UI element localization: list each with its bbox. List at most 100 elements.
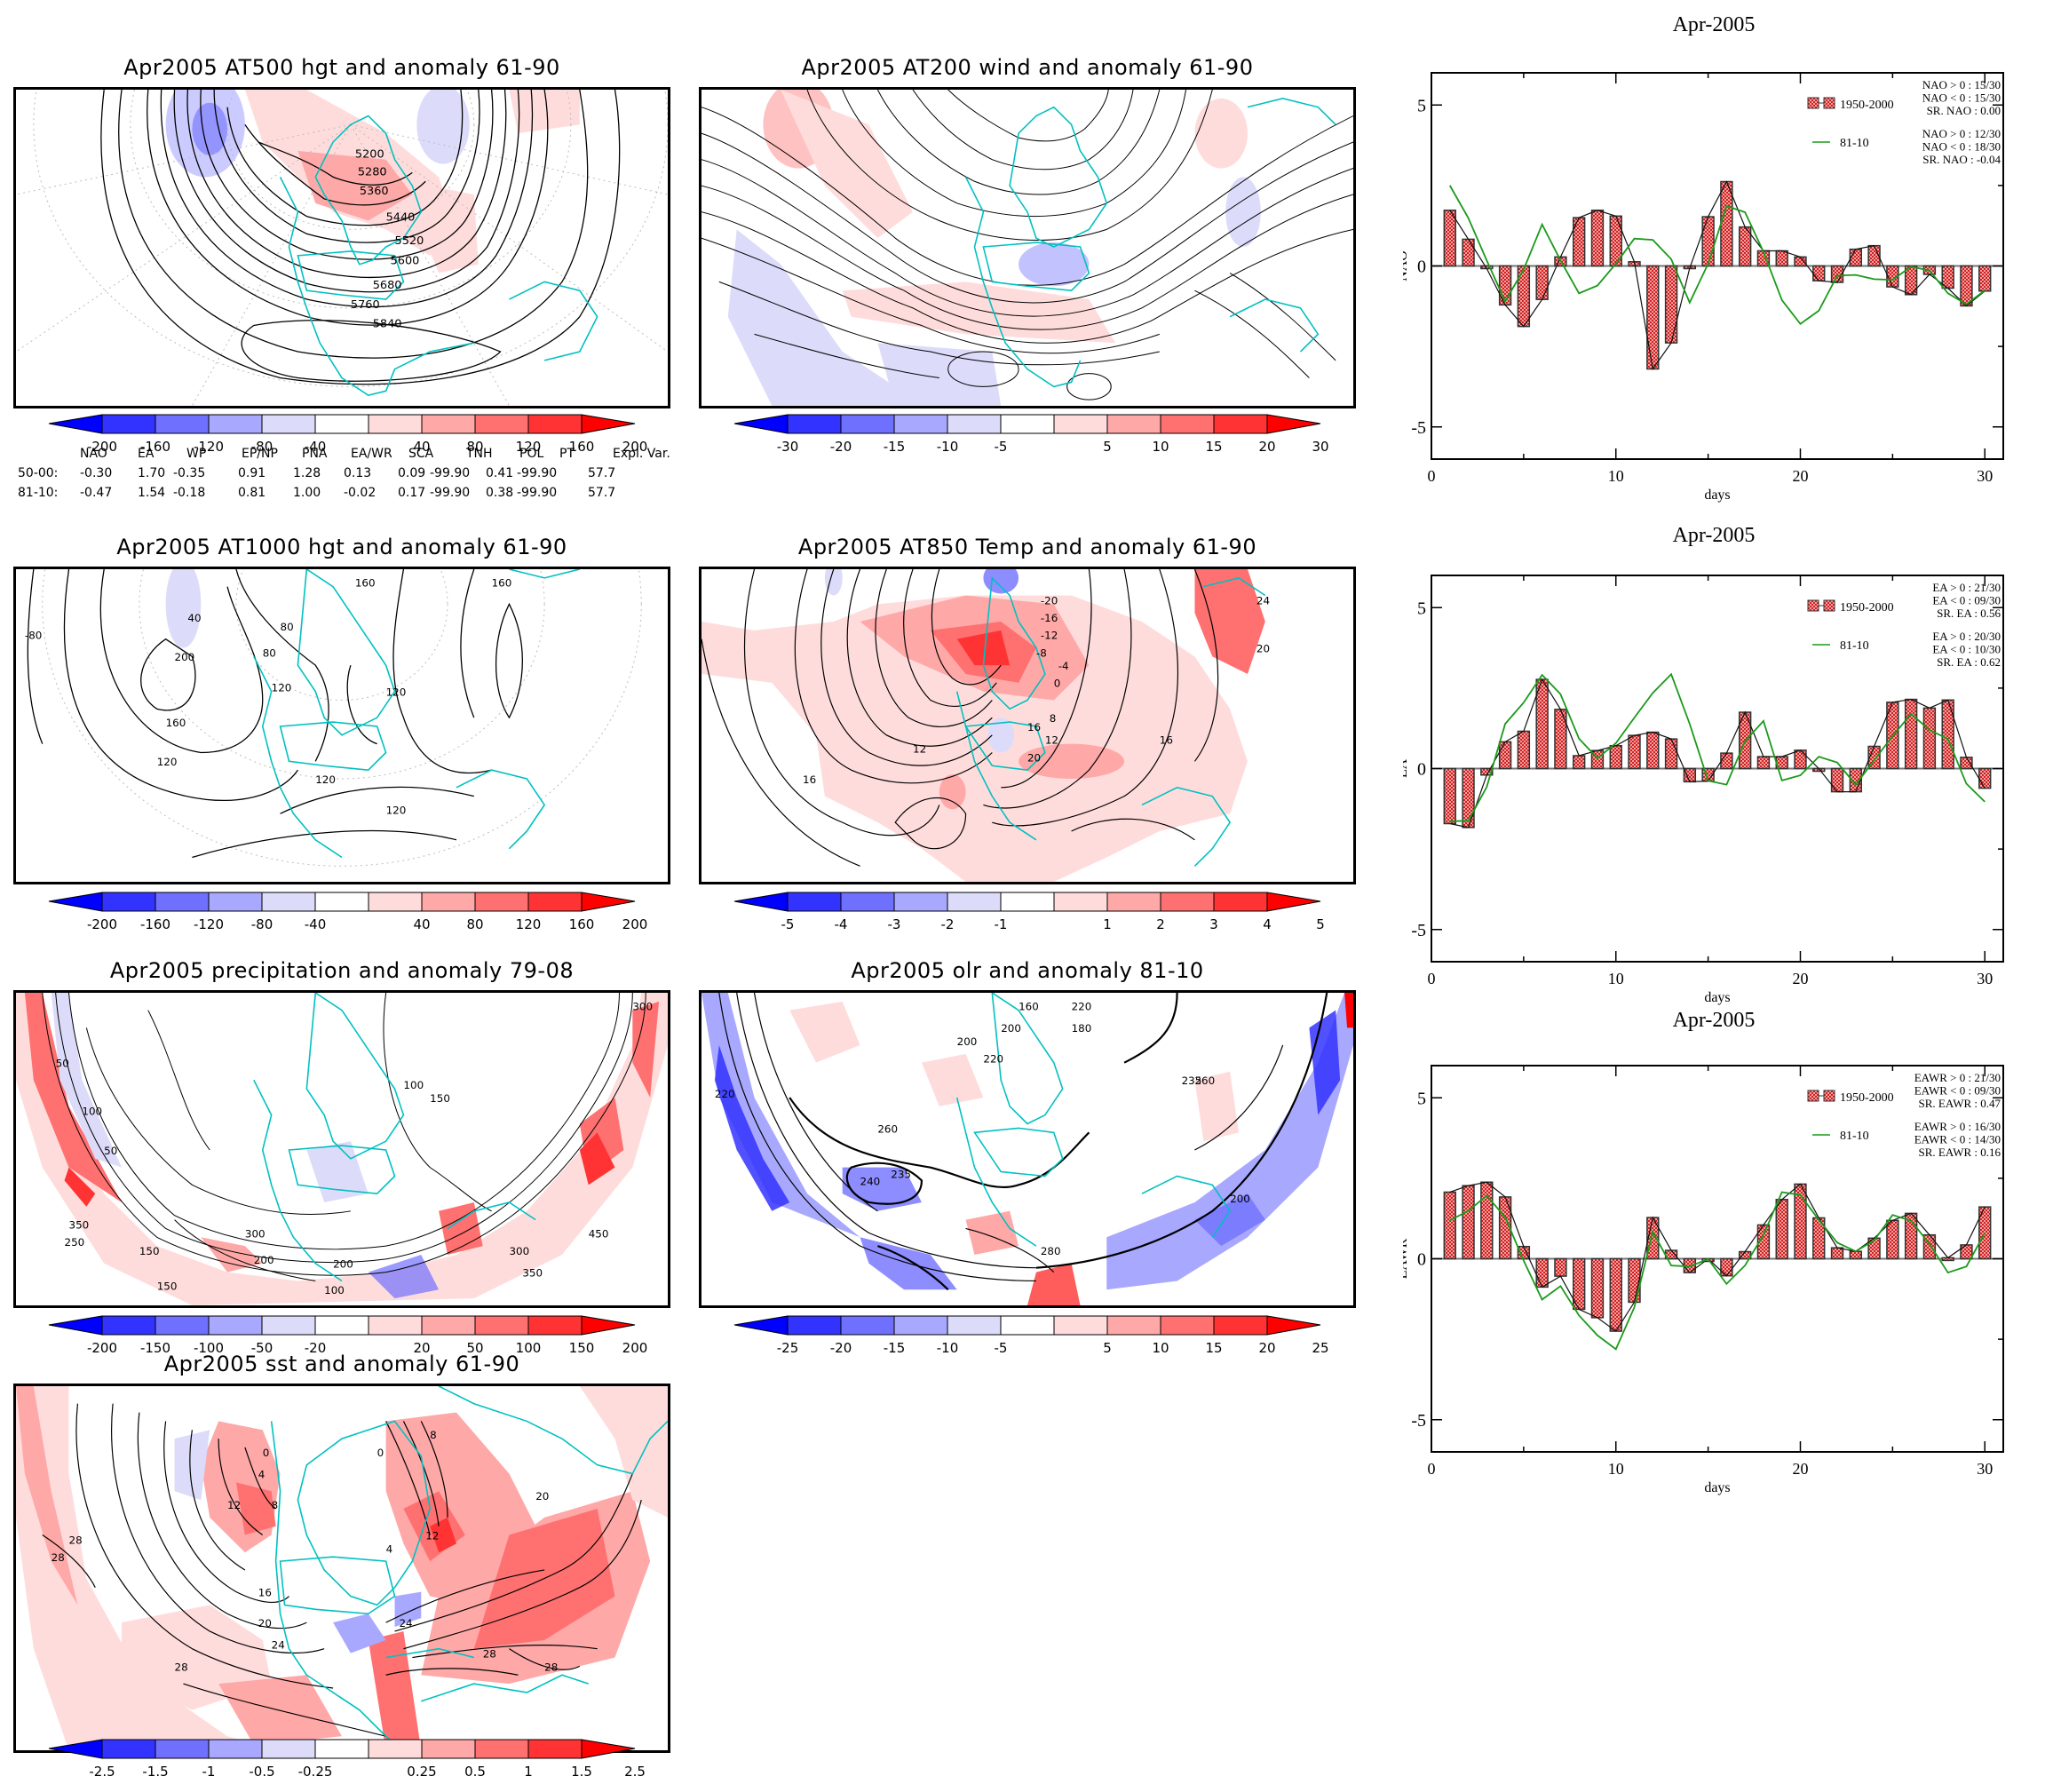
svg-text:-20: -20 (1041, 594, 1058, 607)
eof-cell: 57.7 (588, 466, 616, 480)
colorbar-swatches (48, 892, 636, 912)
svg-text:350: 350 (522, 1267, 543, 1280)
map-plot-at850: -20 -16 -12 -8 -4 0 8 12 16 20 24 20 16 … (699, 567, 1356, 884)
map-title: Apr2005 AT1000 hgt and anomaly 61-90 (116, 535, 567, 559)
svg-text:80: 80 (263, 646, 276, 659)
svg-text:150: 150 (139, 1245, 160, 1257)
line-1950-2000 (1449, 1181, 1986, 1332)
colorbar-tick-label: 2 (1156, 916, 1165, 932)
eof-column-header: PNA (302, 447, 328, 461)
bar-1950-2000 (1609, 745, 1622, 770)
bar-1950-2000 (1498, 265, 1512, 306)
colorbar-tick-label: -120 (193, 916, 225, 932)
colorbar-tick-label: -5 (994, 1340, 1008, 1356)
colorbar-swatch (1053, 414, 1108, 434)
colorbar-swatch (787, 892, 842, 912)
colorbar-tick-labels: -200 -150 -100 -50 -20 20 50 100 150 200 (49, 1340, 647, 1360)
map-title: Apr2005 AT500 hgt and anomaly 61-90 (123, 55, 560, 80)
svg-text:300: 300 (245, 1227, 266, 1240)
colorbar-swatch (474, 1739, 529, 1759)
bar-1950-2000 (1960, 265, 1973, 307)
colorbar-swatch (1000, 892, 1055, 912)
colorbar-tick-label: -10 (936, 439, 959, 455)
eof-cell: 0.17 (398, 486, 426, 500)
colorbar-tick-label: 4 (1263, 916, 1272, 932)
x-tick-label: 30 (1977, 970, 1993, 987)
svg-text:200: 200 (333, 1258, 353, 1271)
bar-1950-2000 (1535, 678, 1549, 770)
colorbar-tick-label: 80 (466, 439, 484, 455)
map-title: Apr2005 precipitation and anomaly 79-08 (109, 958, 575, 983)
colorbar-tick-label: -100 (193, 1340, 225, 1356)
colorbar-tick-label: -20 (829, 439, 852, 455)
bar-1950-2000 (1480, 1181, 1494, 1260)
colorbar-swatch (840, 1315, 895, 1336)
svg-text:250: 250 (65, 1236, 85, 1249)
svg-text:260: 260 (1194, 1074, 1215, 1087)
streamlines (702, 90, 1353, 400)
eof-cell: -0.18 (173, 486, 206, 500)
eof-cell: -0.02 (344, 486, 377, 500)
map-plot-at500: 5200 5280 5360 5440 5520 5600 5680 5760 … (13, 87, 670, 408)
eof-row-label: 81-10: (18, 486, 59, 500)
bar-1950-2000 (1609, 1257, 1622, 1332)
colorbar-swatch (421, 1315, 476, 1336)
timeseries-panel-eawr: Apr-2005 5 0 -5 0 10 20 30 days EAWR 1950-2000 81-… (1403, 1003, 2025, 1518)
colorbar-swatch (893, 414, 948, 434)
bar-1950-2000 (1756, 756, 1771, 770)
svg-text:-80: -80 (25, 630, 42, 642)
stat-label: EA > 0 : 21/30 (1932, 581, 2001, 594)
colorbar-tick-label: -2.5 (89, 1764, 115, 1780)
colorbar-tick-label: -20 (829, 1340, 852, 1356)
colorbar-swatch (840, 414, 895, 434)
map-plot-at1000: 40 80 120 160 200 -80 160 80 120 120 120… (13, 567, 670, 884)
colorbar-arrow-high (581, 892, 636, 912)
svg-text:5760: 5760 (351, 298, 380, 312)
x-tick-label: 20 (1792, 467, 1808, 485)
y-tick-label: 5 (1417, 1089, 1426, 1108)
x-tick-label: 30 (1977, 467, 1993, 485)
temperature-contours (702, 569, 1219, 867)
bar-1950-2000 (1830, 1247, 1844, 1260)
map-canvas: 160 200 220 180 200 220 235 260 240 280 … (702, 993, 1353, 1305)
precip-contours (42, 993, 646, 1281)
colorbar-sst: -2.5 -1.5 -1 -0.5 -0.25 0.25 0.5 1 1.5 2.5 (48, 1739, 646, 1792)
eof-cell: -99.90 (430, 486, 471, 500)
colorbar-arrow-high (1266, 414, 1321, 434)
colorbar-swatch (101, 414, 156, 434)
eof-table-header: NAO EA WP EP/NP PNA EA/WR SCA TNH POL PT Expl. Var… (18, 444, 675, 464)
bar-1950-2000 (1443, 767, 1456, 825)
colorbar-arrow-low (733, 1315, 789, 1336)
sst-contours (42, 1403, 642, 1737)
colorbar-tick-label: 15 (1205, 1340, 1223, 1356)
colorbar-at200: -30 -20 -15 -10 -5 5 10 15 20 30 (733, 414, 1329, 467)
svg-text:100: 100 (324, 1284, 345, 1296)
colorbar-swatch (1000, 1315, 1055, 1336)
colorbar-arrow-low (48, 414, 103, 434)
colorbar-tick-label: -4 (834, 916, 848, 932)
colorbar-arrow-high (1266, 892, 1321, 912)
legend-label: 1950-2000 (1840, 99, 1894, 112)
colorbar-swatch (893, 892, 948, 912)
svg-text:8: 8 (1050, 712, 1057, 725)
stat-label: EAWR > 0 : 21/30 (1914, 1071, 2001, 1084)
eof-cell: 0.38 (486, 486, 514, 500)
coastlines (270, 1386, 668, 1750)
colorbar-arrow-low (733, 414, 789, 434)
line-1950-2000 (1449, 180, 1986, 371)
colorbar-swatch (947, 414, 1002, 434)
eawr-chart: 5 0 -5 0 10 20 30 days EAWR 1950-2000 81-10 EAWR > … (1403, 1065, 2004, 1495)
svg-text:16: 16 (258, 1587, 272, 1599)
bar-1950-2000 (1720, 1257, 1733, 1277)
map-canvas: 0 4 8 12 16 20 24 28 28 28 0 4 8 12 20 2… (16, 1386, 668, 1750)
svg-text:28: 28 (52, 1551, 65, 1564)
map-panel-precip: Apr2005 precipitation and anomaly 79-08 (13, 956, 670, 1308)
svg-text:220: 220 (715, 1088, 735, 1100)
colorbar-tick-label: 2.5 (624, 1764, 646, 1780)
svg-text:220: 220 (1072, 1001, 1092, 1013)
colorbar-tick-label: -5 (994, 439, 1008, 455)
eof-column-header: EA (138, 447, 155, 461)
bar-1950-2000 (1960, 757, 1973, 770)
colorbar-swatch (421, 1739, 476, 1759)
svg-text:5840: 5840 (373, 318, 402, 331)
